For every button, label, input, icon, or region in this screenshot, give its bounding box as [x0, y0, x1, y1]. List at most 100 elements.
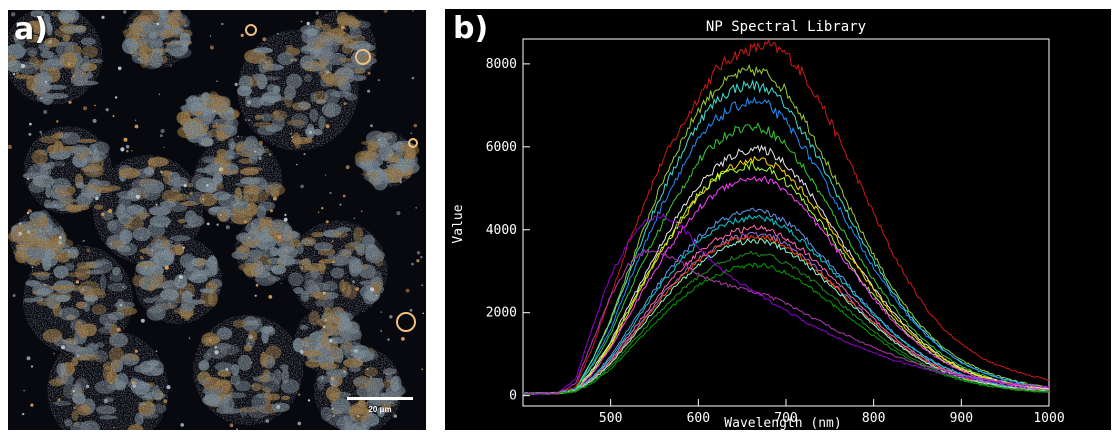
particle-speck — [367, 89, 371, 93]
particle-speck — [61, 345, 65, 350]
particle-speck — [114, 96, 118, 99]
spectrum-line — [522, 262, 1050, 395]
particle-speck — [270, 209, 273, 213]
panel-a-letter: a) — [14, 12, 48, 47]
particle-speck — [8, 144, 12, 150]
particle-speck — [56, 120, 59, 123]
particle-speck — [343, 102, 347, 106]
x-tick-label: 600 — [687, 411, 710, 426]
particle-speck — [160, 170, 163, 173]
particle-speck — [416, 259, 420, 263]
particle-speck — [113, 426, 115, 429]
particle-speck — [208, 338, 212, 342]
panel-b-letter: b) — [453, 11, 489, 46]
particle-speck — [301, 267, 304, 270]
particle-speck — [28, 132, 32, 136]
particle-ring — [396, 312, 416, 332]
particle-speck — [283, 217, 288, 222]
particle-speck — [351, 50, 353, 52]
particle-speck — [303, 153, 306, 156]
particle-speck — [48, 39, 53, 44]
particle-speck — [62, 164, 64, 167]
particle-speck — [11, 12, 16, 17]
particle-speck — [73, 407, 76, 410]
x-tick-label: 900 — [950, 411, 973, 426]
particle-speck — [273, 196, 277, 201]
particle-speck — [165, 224, 168, 228]
particle-speck — [255, 284, 259, 287]
particle-speck — [284, 213, 287, 217]
spectrum-line — [523, 144, 1050, 395]
particle-speck — [206, 222, 210, 226]
particle-grain-area — [8, 10, 103, 105]
particle-speck — [268, 295, 273, 299]
particle-speck — [409, 308, 413, 312]
particle-speck — [123, 137, 128, 142]
particle-speck — [120, 147, 125, 152]
chart-title: NP Spectral Library — [706, 19, 866, 35]
particle-speck — [256, 419, 258, 421]
particle-speck — [387, 338, 390, 341]
particle-speck — [21, 63, 26, 69]
particle-speck — [76, 354, 80, 358]
particle-speck — [206, 183, 209, 187]
particle-speck — [331, 240, 334, 243]
particle-speck — [358, 357, 361, 360]
particle-speck — [209, 45, 214, 50]
particle-speck — [216, 223, 219, 226]
particle-speck — [86, 248, 91, 253]
particle-speck — [140, 236, 142, 239]
chart-ticks: 500 600 700 800 900 1000 0 2000 4000 6000 8000 — [486, 57, 1065, 426]
spectrum-line — [522, 39, 1050, 395]
particle-grain-area — [134, 236, 222, 324]
particle-speck — [290, 132, 293, 135]
x-tick-label: 500 — [599, 411, 622, 426]
particle-speck — [26, 230, 31, 234]
particle-speck — [225, 225, 230, 230]
particle-speck — [44, 283, 47, 286]
particle-speck — [377, 79, 380, 82]
particle-speck — [214, 350, 219, 355]
chart-series — [522, 39, 1050, 395]
particle-speck — [18, 222, 22, 225]
spectrum-line — [522, 224, 1050, 395]
particle-speck — [280, 240, 282, 242]
particle-speck — [265, 419, 270, 423]
particle-speck — [306, 21, 310, 26]
particle-speck — [50, 226, 52, 229]
particle-speck — [342, 194, 346, 198]
particle-speck — [375, 294, 378, 297]
particle-speck — [370, 124, 373, 128]
particle-speck — [57, 240, 63, 245]
particle-speck — [30, 403, 34, 407]
particle-speck — [135, 194, 140, 199]
particle-speck — [307, 399, 311, 402]
particle-speck — [345, 165, 350, 170]
particle-speck — [393, 414, 397, 418]
particle-speck — [343, 39, 345, 42]
scale-bar: 20 μm — [347, 397, 413, 414]
particle-speck — [221, 22, 224, 26]
particle-speck — [319, 260, 321, 263]
particle-speck — [279, 371, 281, 373]
particle-speck — [13, 73, 16, 76]
particle-speck — [353, 217, 356, 219]
particle-speck — [67, 63, 71, 66]
particle-speck — [277, 235, 282, 240]
particle-speck — [366, 368, 369, 370]
particle-speck — [270, 326, 272, 328]
particle-speck — [385, 372, 388, 375]
particle-speck — [131, 381, 135, 385]
particle-speck — [63, 339, 66, 342]
particle-speck — [27, 209, 32, 214]
particle-speck — [360, 210, 363, 213]
particle-speck — [247, 236, 251, 240]
particle-speck — [54, 204, 57, 207]
y-tick-label: 0 — [509, 389, 517, 404]
particle-speck — [139, 256, 144, 260]
particle-speck — [188, 337, 191, 339]
particle-speck — [354, 349, 358, 353]
spectrum-line — [522, 96, 1050, 395]
particle-speck — [405, 288, 410, 293]
particle-speck — [158, 93, 161, 96]
